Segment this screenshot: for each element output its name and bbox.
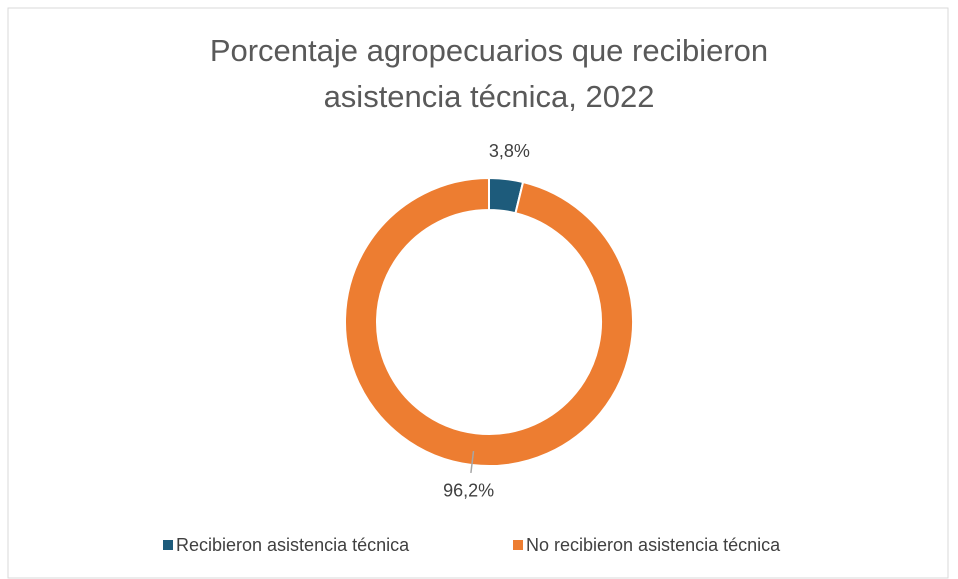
data-label: 3,8% <box>489 141 530 161</box>
chart-title: Porcentaje agropecuarios que recibieron <box>210 33 768 68</box>
legend-label: No recibieron asistencia técnica <box>526 535 781 555</box>
leader-line <box>470 450 475 474</box>
chart-title: asistencia técnica, 2022 <box>324 79 655 114</box>
legend-swatch <box>163 540 173 550</box>
legend-swatch <box>513 540 523 550</box>
data-label: 96,2% <box>443 481 494 501</box>
chart-frame <box>7 7 949 579</box>
legend-label: Recibieron asistencia técnica <box>176 535 410 555</box>
donut-slice <box>344 176 634 467</box>
